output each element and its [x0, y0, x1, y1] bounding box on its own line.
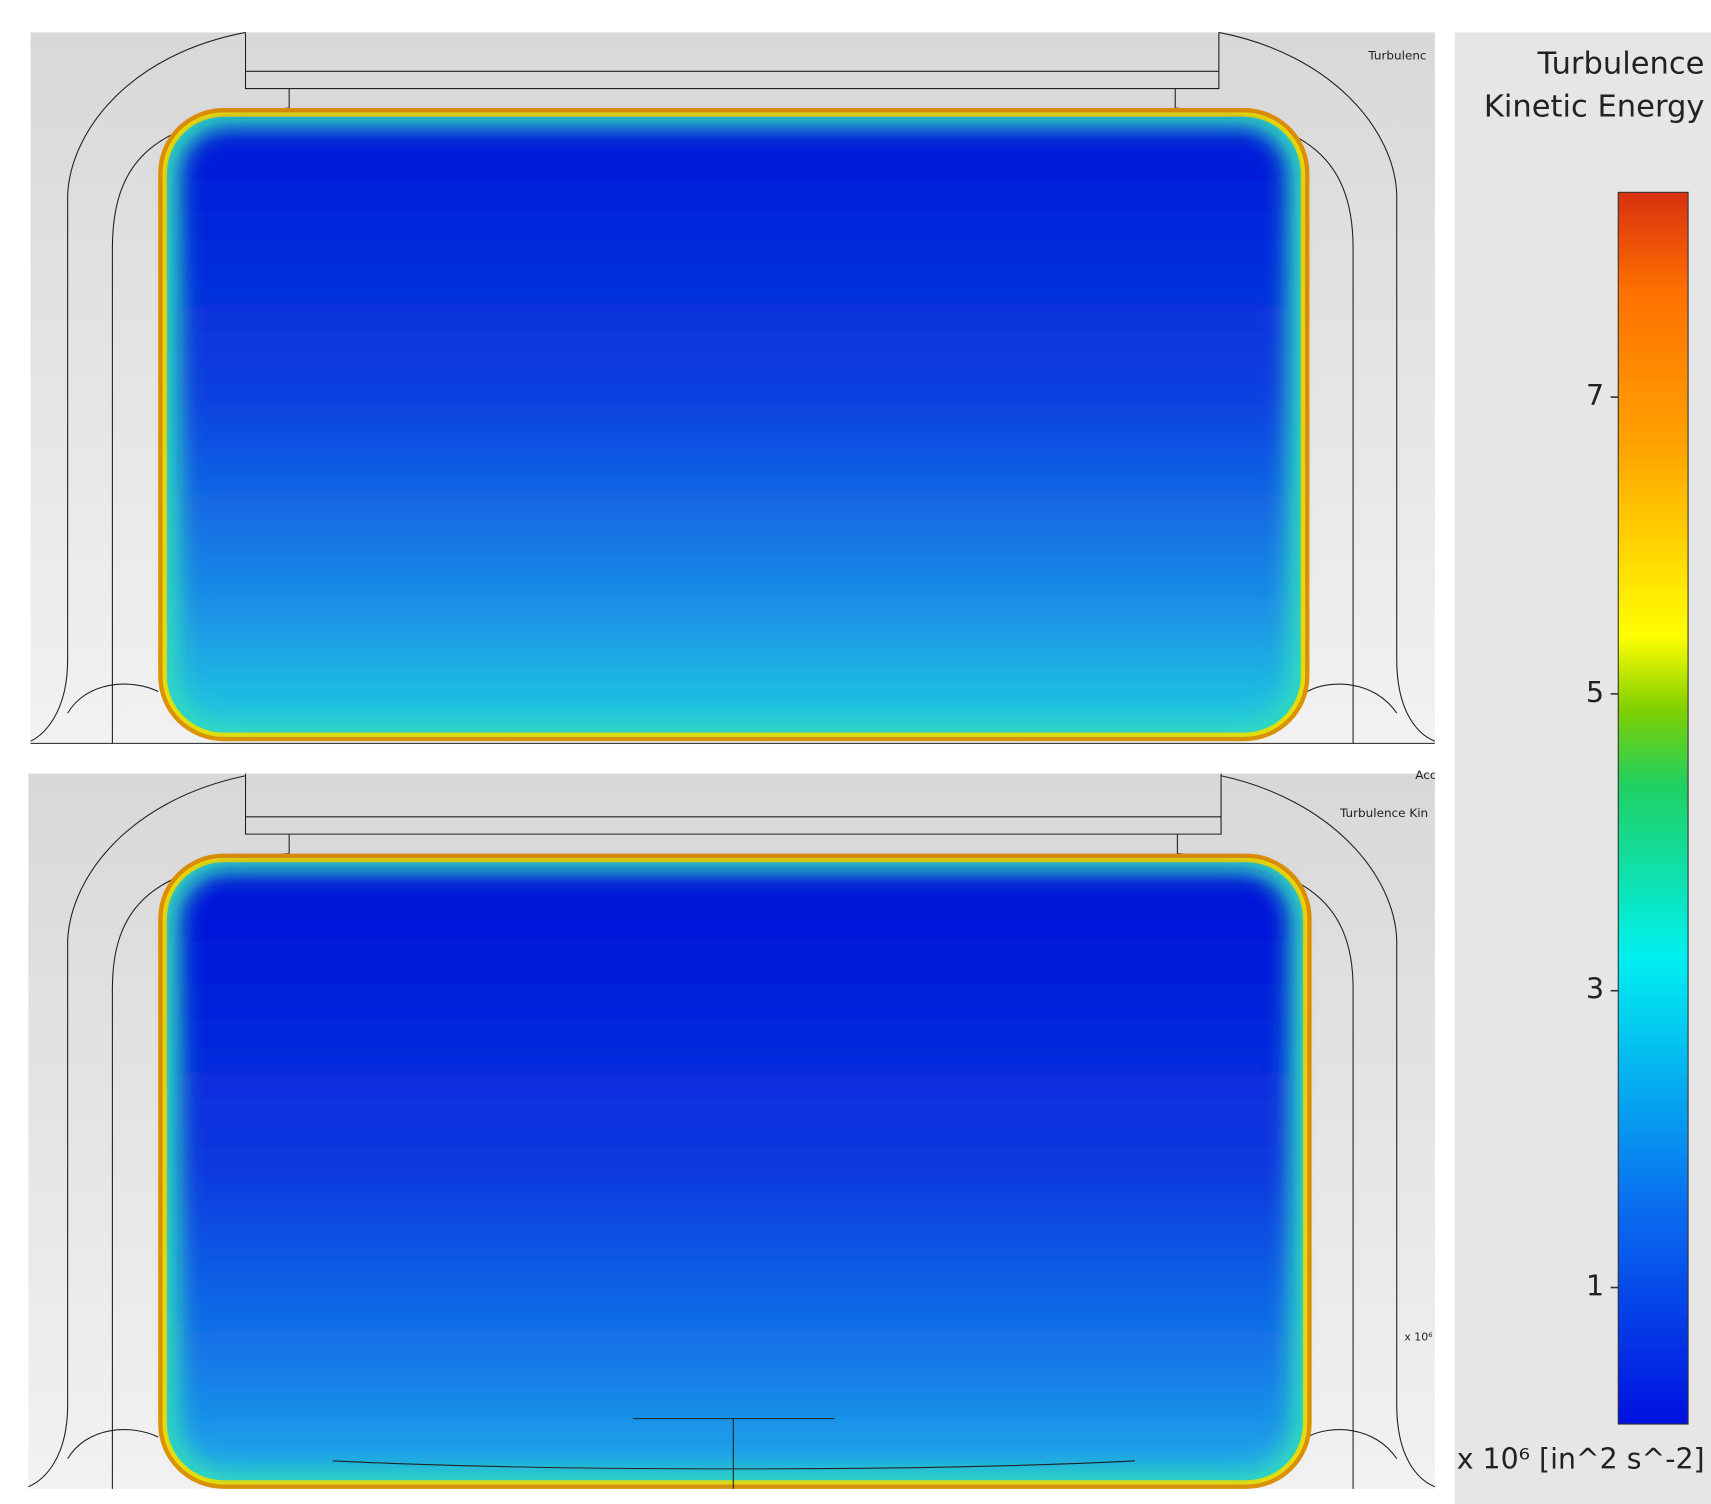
top-panel: Turbulenc — [30, 31, 1436, 744]
panel-unit: x 10⁶ — [1404, 1331, 1432, 1344]
tick-label: 5 — [1586, 676, 1604, 709]
colorbar-unit: x 10⁶ [in^2 s^-2] — [1457, 1443, 1705, 1476]
colorbar-title: Kinetic Energy — [1484, 90, 1705, 125]
tick-label: 1 — [1586, 1270, 1604, 1303]
colorbar-title: Turbulence — [1537, 46, 1705, 81]
panel-corner-text: Acc — [1415, 768, 1436, 782]
colorbar: Turbulence Kinetic Energy x 10⁶ [in^2 s^… — [1454, 32, 1711, 1504]
colorbar-scale — [1617, 191, 1689, 1425]
tick-label: 7 — [1586, 379, 1604, 412]
panel-label: Turbulenc — [1367, 49, 1426, 63]
panel-label: Turbulence Kin — [1339, 806, 1428, 820]
tick-label: 3 — [1586, 973, 1604, 1006]
bottom-panel: Acc Turbulence Kin x 10⁶ — [28, 768, 1436, 1489]
